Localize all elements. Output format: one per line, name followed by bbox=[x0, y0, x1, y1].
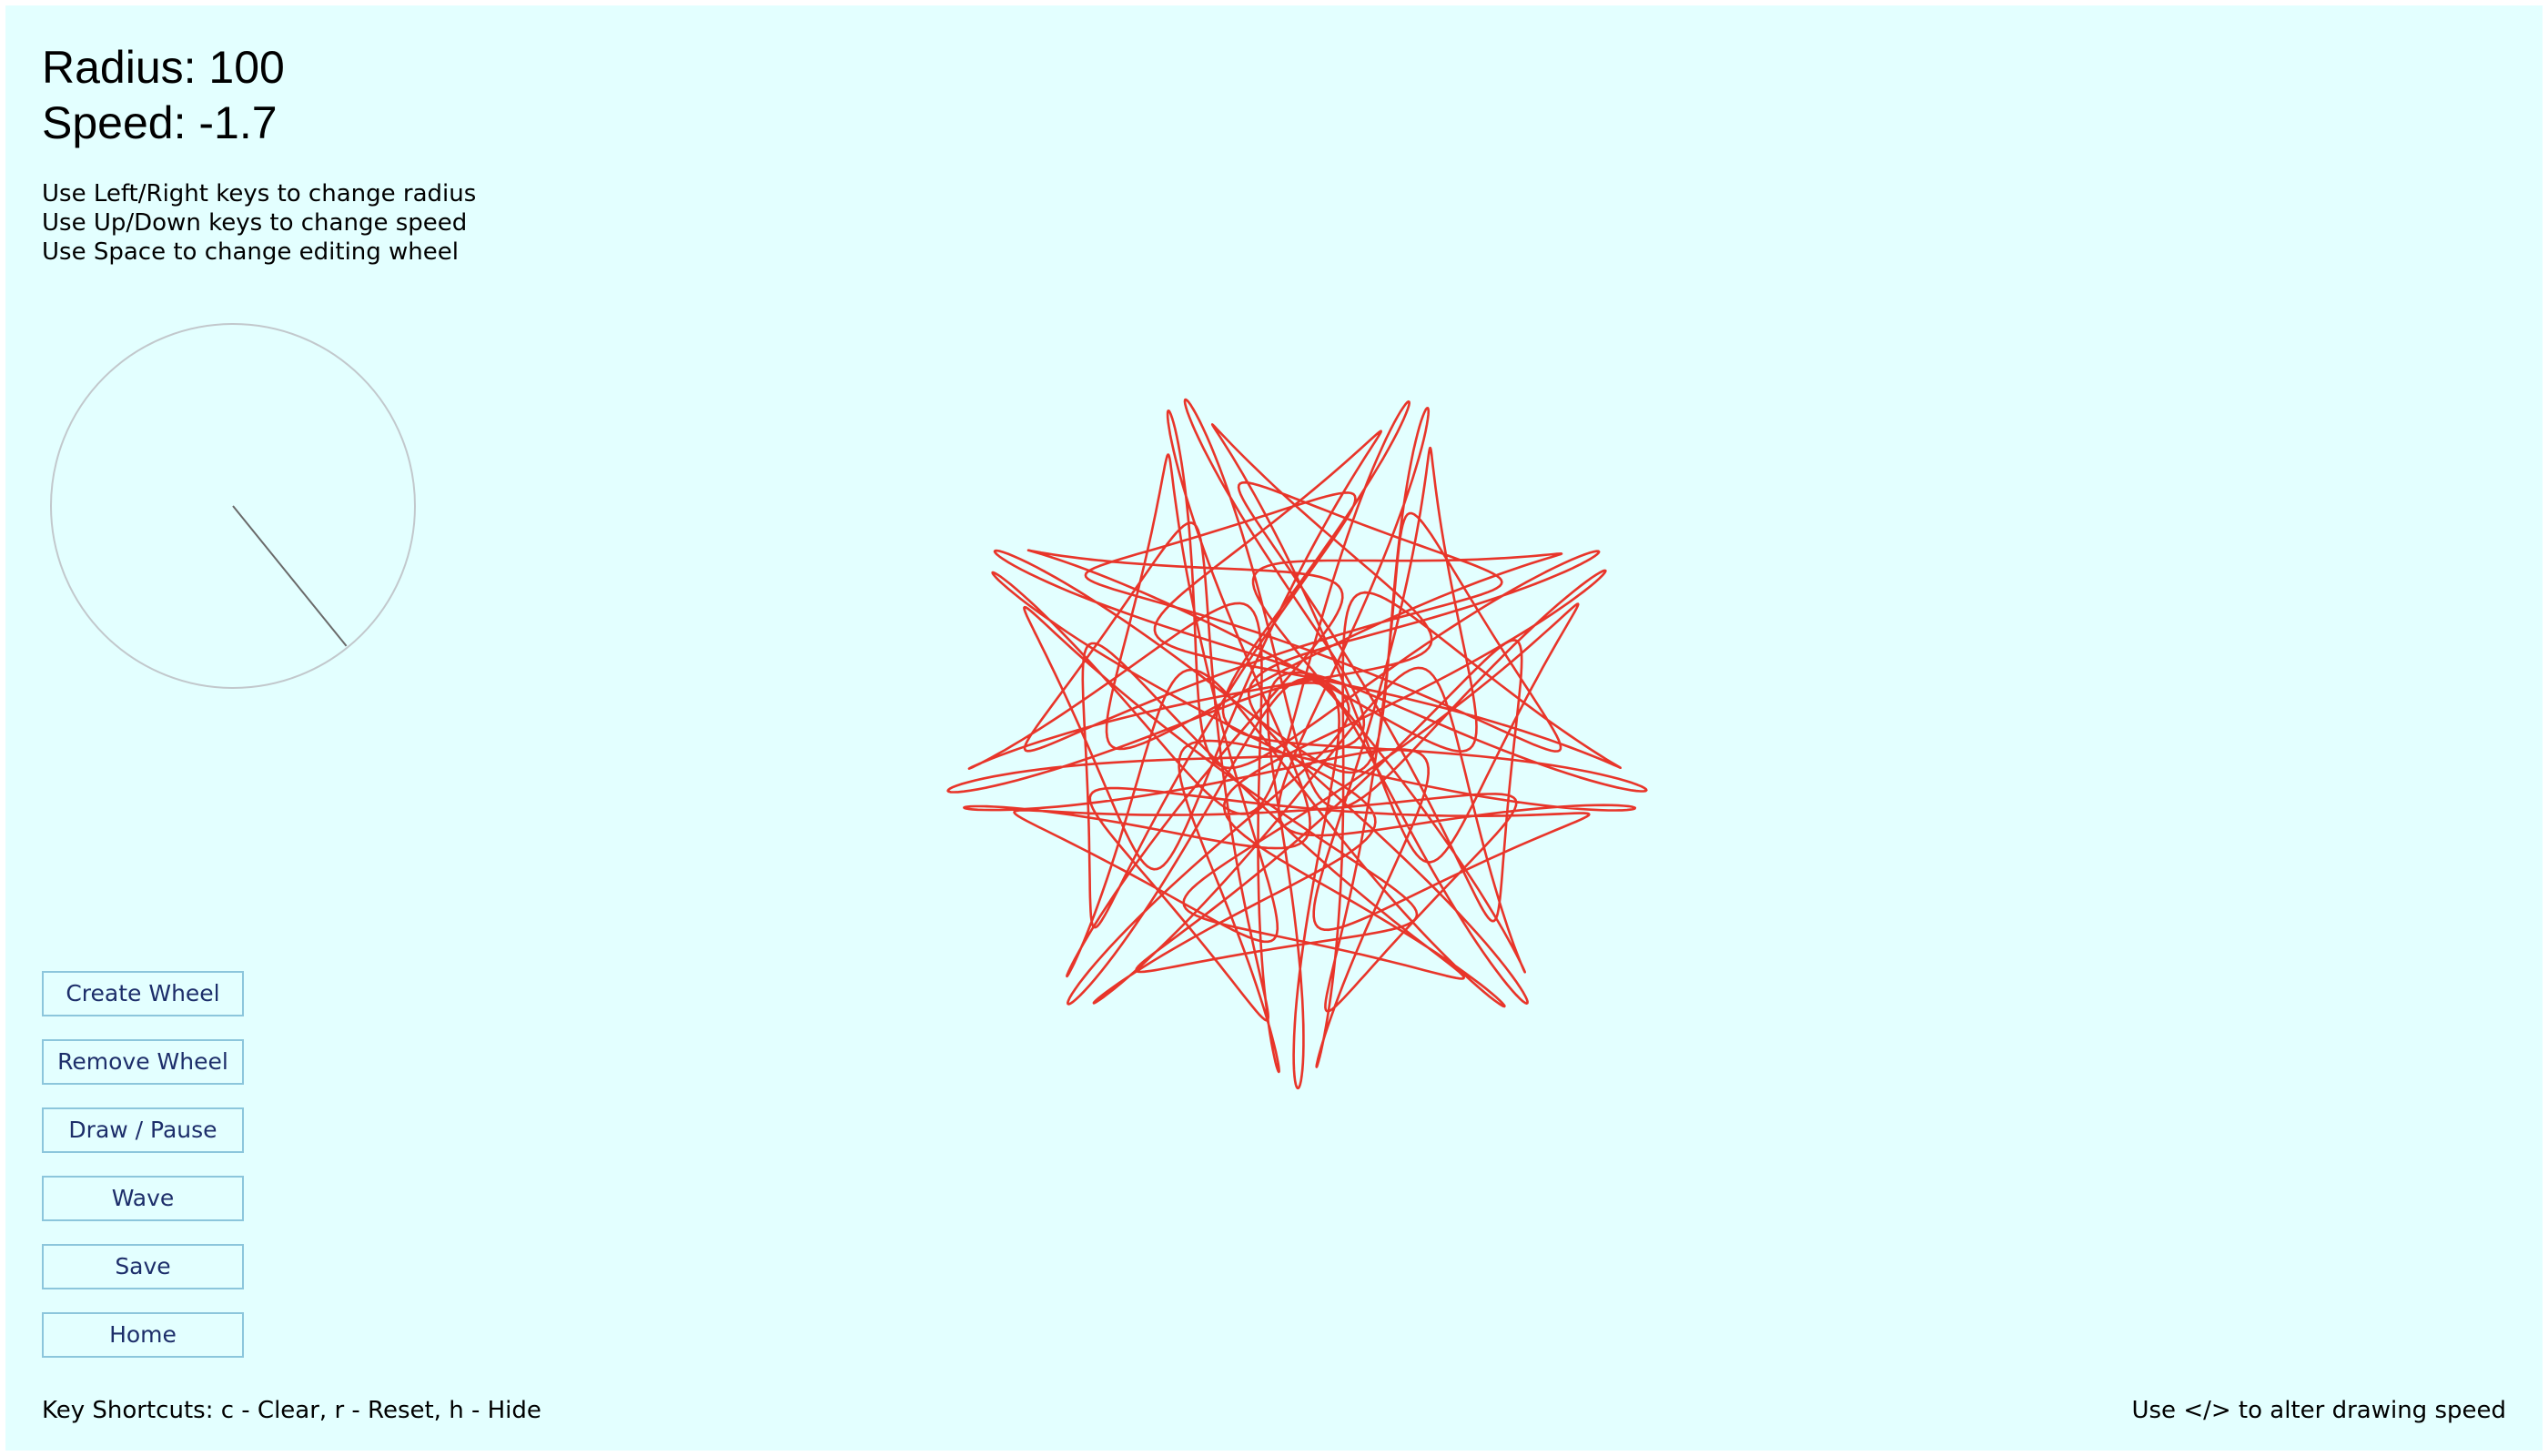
home-button[interactable]: Home bbox=[42, 1312, 244, 1358]
create-wheel-button[interactable]: Create Wheel bbox=[42, 971, 244, 1016]
spirograph-canvas[interactable]: Radius: 100 Speed: -1.7 Use Left/Right k… bbox=[5, 5, 2543, 1451]
remove-wheel-button[interactable]: Remove Wheel bbox=[42, 1039, 244, 1085]
spirograph-drawing bbox=[946, 398, 1648, 1090]
spirograph-trace bbox=[946, 398, 1648, 1090]
instruction-speed: Use Up/Down keys to change speed bbox=[42, 209, 468, 237]
save-button[interactable]: Save bbox=[42, 1244, 244, 1289]
radius-readout: Radius: 100 bbox=[42, 42, 285, 93]
instructions: Use Left/Right keys to change radius Use… bbox=[42, 179, 476, 267]
wheel-outline bbox=[50, 323, 416, 689]
draw-pause-button[interactable]: Draw / Pause bbox=[42, 1107, 244, 1153]
wheel-preview bbox=[50, 323, 416, 689]
speed-readout: Speed: -1.7 bbox=[42, 97, 278, 148]
key-shortcuts-text: Key Shortcuts: c - Clear, r - Reset, h -… bbox=[42, 1397, 541, 1424]
drawing-speed-hint: Use </> to alter drawing speed bbox=[2131, 1397, 2506, 1424]
wave-button[interactable]: Wave bbox=[42, 1176, 244, 1221]
wheel-arm bbox=[232, 505, 348, 647]
instruction-editing-wheel: Use Space to change editing wheel bbox=[42, 238, 459, 266]
instruction-radius: Use Left/Right keys to change radius bbox=[42, 180, 477, 207]
